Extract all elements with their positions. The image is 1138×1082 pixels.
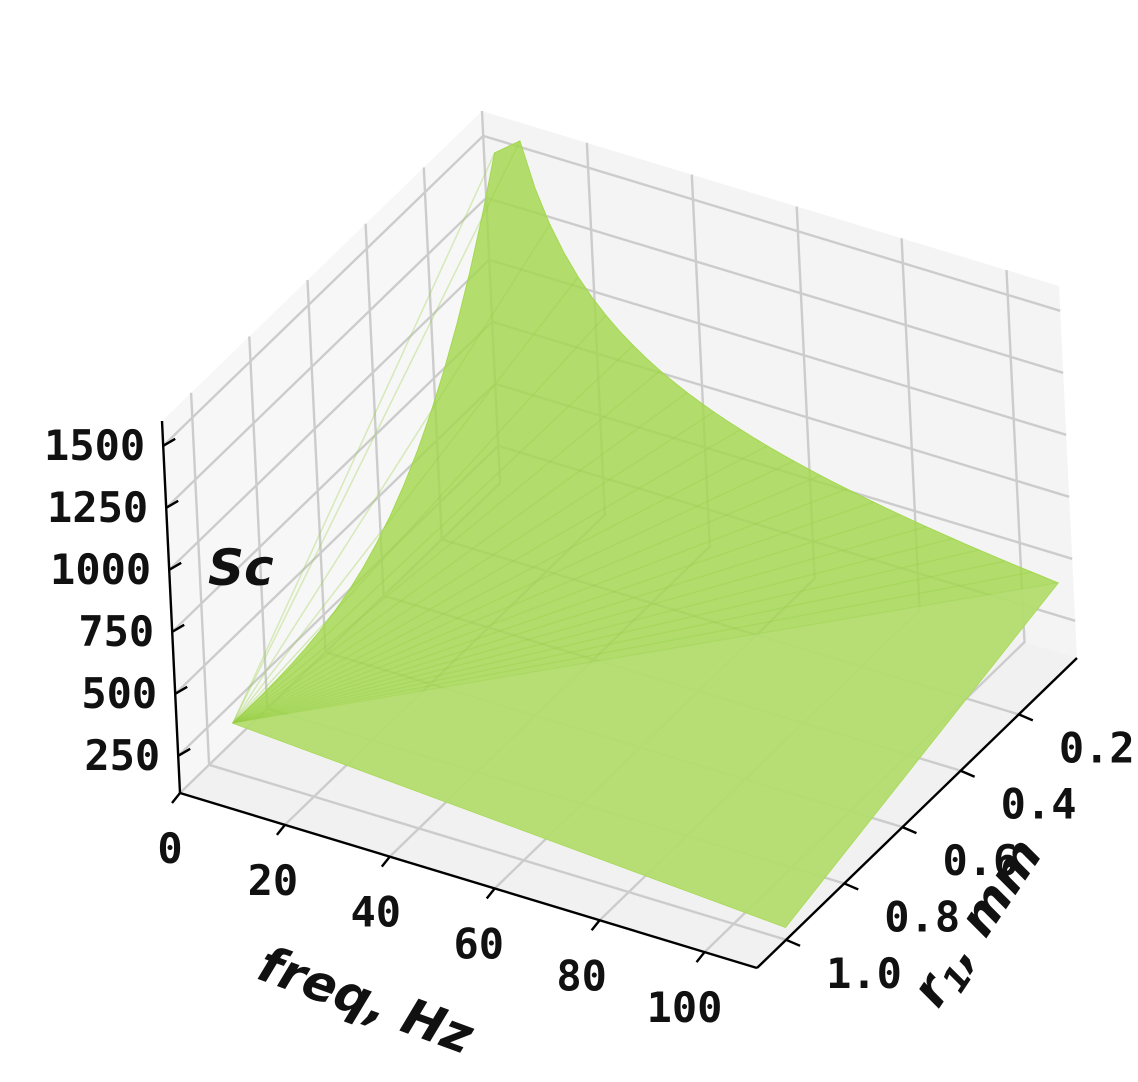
y-tick-label: 0.4 xyxy=(1001,780,1077,829)
surface-strand xyxy=(232,445,768,724)
y-gridline xyxy=(189,392,787,941)
surface-strand xyxy=(232,474,821,724)
z-tick-label: 250 xyxy=(84,731,160,780)
surface-strand xyxy=(232,411,715,724)
surface-strand xyxy=(232,571,1032,724)
surface-strand xyxy=(232,488,848,724)
z-tick-label: 1500 xyxy=(44,421,145,470)
y-tick-label: 1.0 xyxy=(826,949,902,998)
x-tick-label: 80 xyxy=(556,951,607,1000)
surface-strand xyxy=(232,152,496,724)
surface-strand xyxy=(232,501,874,724)
surface-strand xyxy=(232,276,579,724)
x-axis-title: freq, Hz xyxy=(251,935,482,1066)
y-tick xyxy=(1018,713,1034,722)
chart-surface xyxy=(231,140,1059,928)
chart-axes xyxy=(160,420,1078,970)
side-pane xyxy=(162,111,500,793)
x-tick-label: 20 xyxy=(248,856,299,905)
surface-strand xyxy=(232,344,634,724)
z-tick xyxy=(174,685,188,695)
z-gridline xyxy=(162,134,1061,447)
surface-strand xyxy=(232,370,661,724)
surface-strand xyxy=(232,525,927,724)
y-tick xyxy=(960,769,976,778)
surface-strand xyxy=(232,223,551,724)
z-tick-label: 500 xyxy=(81,669,157,718)
y-tick xyxy=(901,825,917,835)
x-tick-label: 60 xyxy=(453,919,504,968)
x-tick xyxy=(485,887,496,900)
x-axis-line xyxy=(179,791,758,970)
z-axis-title: Sc xyxy=(208,539,274,597)
y-tick xyxy=(785,938,801,947)
surface-strand xyxy=(232,140,521,724)
chart-tick-labels: 250 500 750 1000 1250 1500 0 20 40 60 80 100 0.2 0.4 0… xyxy=(44,421,1135,1032)
z-tick xyxy=(162,437,176,447)
surface-strand xyxy=(232,549,980,724)
x-tick xyxy=(380,855,391,868)
surface-strand xyxy=(232,513,901,724)
z-axis-line xyxy=(160,420,182,794)
x-tick xyxy=(695,951,706,963)
y-axis-line xyxy=(756,657,1078,969)
z-tick xyxy=(177,747,191,757)
x-tick xyxy=(275,824,286,836)
x-tick-label: 0 xyxy=(157,824,182,873)
surface-strand xyxy=(232,537,953,724)
z-tick xyxy=(165,499,179,509)
surface-strand xyxy=(232,560,1006,724)
z-tick xyxy=(171,623,185,633)
y-tick xyxy=(843,882,859,891)
z-tick-label: 1000 xyxy=(50,545,151,594)
x-tick-label: 40 xyxy=(351,888,402,937)
surface-strand xyxy=(232,391,688,724)
surface-strand xyxy=(232,460,795,724)
x-tick xyxy=(171,792,181,804)
surface-front-face xyxy=(232,582,1059,928)
surface-strand xyxy=(232,582,1059,724)
x-tick-label: 100 xyxy=(647,983,723,1032)
y-tick-label: 0.8 xyxy=(884,892,960,941)
surface-strand xyxy=(232,428,741,724)
y-tick-label: 0.2 xyxy=(1059,723,1135,772)
surface-strand xyxy=(232,314,607,724)
z-tick-label: 750 xyxy=(78,607,154,656)
z-tick-label: 1250 xyxy=(47,483,148,532)
z-tick xyxy=(168,561,182,571)
x-tick xyxy=(590,919,601,932)
y-tick-label: 0.6 xyxy=(942,836,1018,885)
